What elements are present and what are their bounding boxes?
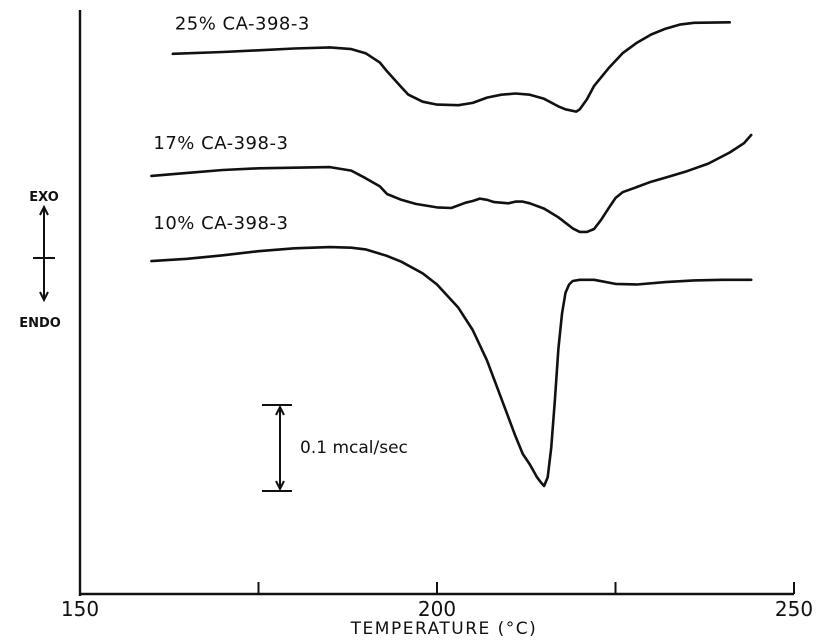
series-label-3: 10% CA-398-3	[153, 213, 288, 234]
x-tick-label: 200	[418, 597, 456, 621]
series-label-2: 17% CA-398-3	[153, 133, 288, 154]
x-axis-title: TEMPERATURE (°C)	[350, 619, 538, 639]
series-line-3	[150, 245, 753, 488]
curves	[150, 21, 753, 488]
scale-bar	[262, 404, 292, 492]
x-tick-label: 250	[775, 597, 813, 621]
endo-label: ENDO	[19, 316, 61, 331]
series-label-1: 25% CA-398-3	[175, 13, 310, 34]
x-ticks	[257, 582, 795, 594]
series-line-1	[171, 21, 731, 113]
exo-label: EXO	[29, 190, 59, 205]
series-labels: 25% CA-398-3 17% CA-398-3 10% CA-398-3	[153, 13, 309, 234]
exo-endo-arrow	[33, 204, 55, 303]
x-tick-labels: 150 200 250	[61, 597, 813, 621]
scale-bar-label: 0.1 mcal/sec	[300, 438, 408, 458]
x-tick-label: 150	[61, 597, 99, 621]
series-line-2	[150, 133, 753, 234]
